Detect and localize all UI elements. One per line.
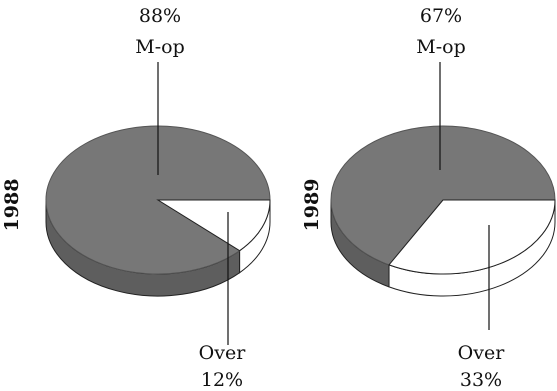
pie-slice-over [388, 199, 556, 275]
mop-name-label-1989: M-op [416, 36, 465, 58]
pie-slice-mop [330, 125, 556, 266]
pie-slices-1988 [45, 125, 271, 297]
pie-slices-1989 [330, 125, 556, 297]
over-name-label-1989: Over [458, 342, 506, 364]
mop-percent-label-1989: 67% [420, 5, 462, 27]
mop-name-label-1988: M-op [135, 36, 184, 58]
over-percent-label-1988: 12% [201, 369, 243, 391]
pie-chart-1988: 1988 88% M-op Over 12% [1, 5, 271, 391]
mop-percent-label-1988: 88% [139, 5, 181, 27]
year-label-1988: 1988 [1, 179, 23, 232]
pie-chart-1989: 1989 67% M-op Over 33% [301, 5, 556, 391]
pie-slice-over [156, 199, 271, 252]
year-label-1989: 1989 [301, 179, 323, 232]
over-name-label-1988: Over [199, 342, 247, 364]
over-percent-label-1989: 33% [460, 369, 502, 391]
